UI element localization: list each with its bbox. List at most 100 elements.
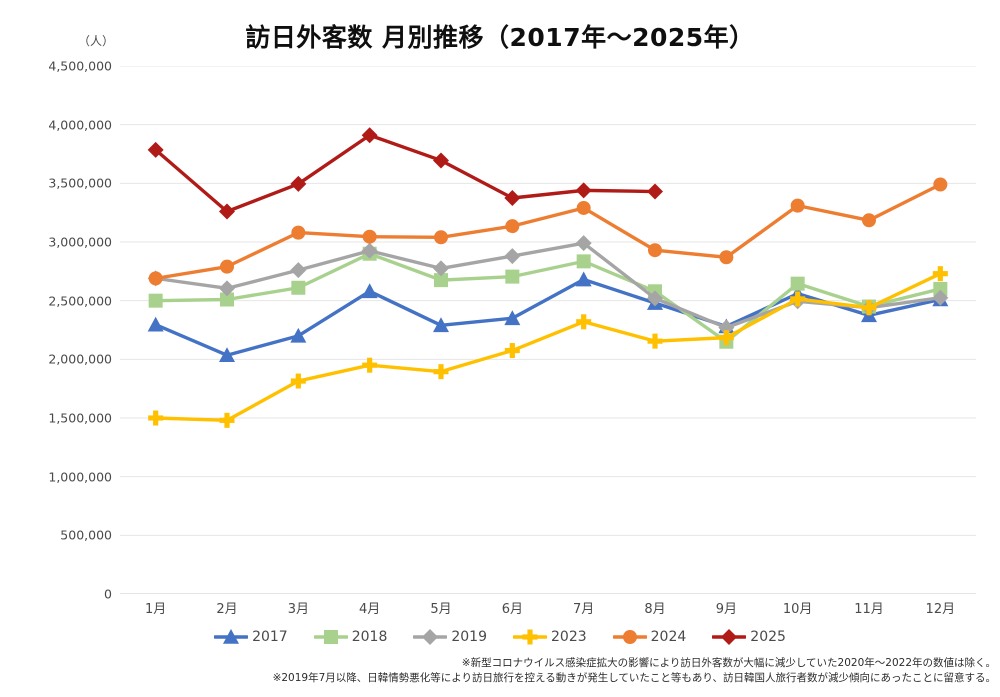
- data-point: [647, 333, 663, 349]
- data-point: [219, 280, 235, 297]
- legend-label: 2018: [351, 629, 388, 645]
- y-axis-tick-label: 500,000: [60, 527, 112, 543]
- data-point: [647, 290, 663, 307]
- data-point: [220, 259, 234, 274]
- legend-label: 2023: [551, 629, 587, 645]
- x-axis-tick-label: 12月: [925, 602, 956, 617]
- data-point: [219, 203, 235, 220]
- x-axis-tick-label: 2月: [216, 602, 238, 617]
- x-axis-tick-label: 1月: [145, 602, 167, 617]
- data-point: [147, 316, 164, 332]
- data-point: [323, 630, 338, 644]
- data-point: [647, 183, 663, 200]
- x-axis-tick-label: 10月: [782, 602, 813, 617]
- legend-swatch-triangle-icon: [214, 629, 249, 644]
- data-point: [719, 250, 734, 265]
- data-point: [361, 127, 378, 144]
- data-point: [932, 289, 949, 306]
- y-axis-labels: 4,500,000 4,000,000 3,500,000 3,000,000 2,50…: [0, 59, 112, 602]
- data-point: [223, 629, 240, 644]
- data-point: [148, 410, 164, 426]
- legend-label: 2019: [451, 629, 487, 645]
- data-point: [933, 177, 948, 192]
- data-point: [290, 262, 307, 279]
- data-point: [505, 269, 520, 284]
- y-axis-tick-label: 0: [104, 586, 112, 602]
- data-point: [862, 213, 876, 228]
- legend-swatch-diamond-icon: [712, 629, 747, 645]
- y-axis-unit-label: （人）: [78, 34, 115, 48]
- x-axis-tick-label: 3月: [287, 602, 309, 617]
- data-point: [648, 243, 662, 258]
- y-axis-tick-label: 3,500,000: [48, 175, 112, 191]
- data-point: [575, 271, 592, 287]
- plot-svg: [120, 66, 976, 594]
- data-point: [790, 198, 805, 213]
- legend-item-2018[interactable]: 2018: [313, 628, 388, 646]
- legend-label: 2025: [750, 629, 786, 645]
- data-point: [504, 248, 521, 265]
- footnote-1: ※新型コロナウイルス感染症拡大の影響により訪日外客数が大幅に減少していた2020…: [461, 657, 996, 669]
- x-axis-tick-label: 7月: [573, 602, 595, 617]
- series-line: [153, 182, 943, 281]
- data-point: [505, 219, 520, 234]
- data-point: [575, 235, 592, 252]
- series-line: [153, 252, 943, 344]
- data-point: [434, 273, 448, 288]
- data-point: [576, 200, 591, 215]
- legend-item-2017[interactable]: 2017: [214, 628, 288, 646]
- data-point: [219, 347, 235, 363]
- data-point: [291, 225, 306, 240]
- data-point: [219, 412, 235, 428]
- footnote-2: ※2019年7月以降、日韓情勢悪化等により訪日旅行を控える動きが発生していたこと…: [272, 671, 996, 684]
- series-2024: [148, 177, 948, 286]
- series-line: [153, 133, 657, 214]
- x-axis-tick-label: 11月: [854, 602, 884, 617]
- data-point: [933, 281, 948, 296]
- legend-label: 2017: [252, 629, 288, 645]
- data-point: [433, 364, 449, 380]
- data-point: [718, 330, 734, 346]
- data-point: [422, 629, 439, 645]
- data-point: [576, 314, 592, 330]
- y-axis-tick-label: 2,500,000: [48, 293, 112, 309]
- series-2025: [147, 127, 663, 220]
- data-point: [522, 629, 538, 645]
- chart-legend: 2017 2018 2019 2023 2024 2025: [0, 628, 1000, 646]
- legend-swatch-plus-icon: [513, 629, 547, 645]
- x-axis-tick-label: 5月: [430, 602, 452, 617]
- x-axis-tick-label: 4月: [359, 602, 381, 617]
- data-point: [362, 229, 377, 244]
- data-point: [575, 182, 592, 199]
- chart-footnotes: ※新型コロナウイルス感染症拡大の影響により訪日外客数が大幅に減少していた2020…: [0, 656, 996, 685]
- legend-item-2019[interactable]: 2019: [413, 628, 487, 646]
- data-point: [718, 319, 735, 336]
- y-axis-tick-label: 4,000,000: [48, 117, 112, 133]
- data-point: [790, 276, 805, 291]
- series-line: [153, 277, 943, 357]
- data-point: [434, 230, 448, 245]
- data-point: [576, 254, 591, 269]
- legend-label: 2024: [650, 629, 687, 645]
- data-point: [790, 291, 806, 307]
- y-axis-tick-label: 1,500,000: [48, 410, 112, 426]
- data-point: [504, 310, 521, 326]
- series-line: [153, 271, 943, 423]
- data-point: [504, 343, 520, 359]
- data-point: [147, 141, 164, 158]
- series-2017: [147, 271, 949, 363]
- x-axis-labels: 1月 2月 3月 4月 5月 6月 7月 8月 9月 10月 11月 12月: [120, 598, 976, 622]
- data-point: [148, 293, 163, 308]
- legend-item-2024[interactable]: 2024: [612, 628, 687, 646]
- legend-swatch-square-icon: [313, 630, 348, 644]
- legend-swatch-diamond-icon: [413, 629, 448, 645]
- legend-item-2023[interactable]: 2023: [513, 628, 587, 646]
- legend-item-2025[interactable]: 2025: [712, 628, 786, 646]
- data-point: [362, 357, 378, 373]
- data-point: [148, 271, 163, 286]
- data-point: [291, 280, 306, 295]
- series-2023: [148, 266, 948, 428]
- data-point: [361, 242, 378, 259]
- series-2018: [148, 246, 948, 349]
